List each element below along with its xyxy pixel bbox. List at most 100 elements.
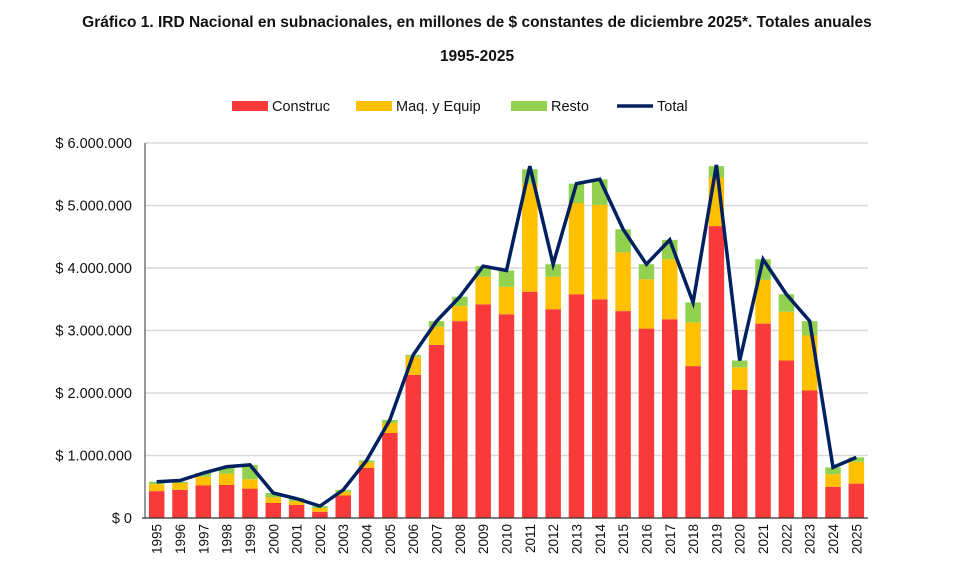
bar-maq-y-equip-2009 <box>475 276 491 305</box>
bar-resto-2024 <box>825 467 841 475</box>
x-tick-label: 2024 <box>826 524 841 555</box>
x-tick-label: 2019 <box>709 524 724 554</box>
chart-subtitle: 1995-2025 <box>439 48 515 65</box>
bar-maq-y-equip-2017 <box>662 259 678 320</box>
x-tick-label: 2015 <box>616 524 631 554</box>
x-tick-label: 2025 <box>849 524 864 554</box>
x-tick-label: 2009 <box>476 524 491 554</box>
bar-maq-y-equip-2011 <box>522 183 538 292</box>
bar-construc-2016 <box>638 328 655 518</box>
y-tick-label: $ 6.000.000 <box>55 136 132 152</box>
x-tick-label: 1999 <box>243 524 258 554</box>
bar-construc-2000 <box>265 503 282 518</box>
bar-construc-1995 <box>148 491 165 518</box>
bar-construc-2021 <box>755 323 771 518</box>
bar-construc-2013 <box>568 294 585 518</box>
bar-maq-y-equip-2005 <box>382 423 398 433</box>
bar-construc-2015 <box>615 311 631 518</box>
x-tick-label: 2005 <box>383 524 398 554</box>
x-tick-label: 2004 <box>360 524 375 555</box>
legend-swatch-0 <box>232 101 268 111</box>
bar-construc-2009 <box>475 304 491 518</box>
bar-construc-2023 <box>801 390 818 518</box>
bar-construc-1998 <box>218 484 235 518</box>
bar-construc-2010 <box>498 314 515 518</box>
x-tick-label: 2007 <box>430 524 445 554</box>
bar-maq-y-equip-2021 <box>755 279 771 324</box>
x-tick-label: 2006 <box>406 524 421 554</box>
bar-resto-1998 <box>218 468 235 474</box>
y-tick-label: $ 0 <box>112 511 132 527</box>
bar-maq-y-equip-2013 <box>568 203 585 295</box>
y-tick-label: $ 3.000.000 <box>55 324 132 340</box>
bar-maq-y-equip-1999 <box>242 479 258 489</box>
bar-resto-1995 <box>148 481 165 485</box>
bar-maq-y-equip-2016 <box>638 279 655 329</box>
x-tick-label: 2002 <box>313 524 328 554</box>
bar-construc-2006 <box>405 374 421 518</box>
bar-construc-2011 <box>522 291 538 518</box>
bar-resto-2015 <box>615 229 631 253</box>
bar-maq-y-equip-2008 <box>452 306 468 322</box>
bar-resto-2010 <box>498 270 515 287</box>
bar-construc-2003 <box>335 495 351 518</box>
bar-resto-1996 <box>172 481 188 483</box>
bar-resto-1997 <box>195 473 212 477</box>
legend-swatch-1 <box>356 101 392 111</box>
bar-construc-2018 <box>685 366 701 518</box>
bar-maq-y-equip-2004 <box>358 462 375 468</box>
bar-resto-2000 <box>265 493 282 498</box>
bar-resto-2008 <box>452 296 468 307</box>
legend-label: Resto <box>551 99 589 115</box>
legend-label: Maq. y Equip <box>396 99 481 115</box>
bar-maq-y-equip-2000 <box>265 497 282 503</box>
x-tick-label: 2022 <box>779 524 794 554</box>
bar-construc-2019 <box>708 226 725 518</box>
x-tick-label: 2018 <box>686 524 701 554</box>
bar-construc-1997 <box>195 485 212 518</box>
bar-maq-y-equip-2025 <box>848 461 865 484</box>
bar-maq-y-equip-2015 <box>615 252 631 312</box>
bar-construc-2022 <box>778 360 795 518</box>
bar-construc-2008 <box>452 321 468 518</box>
bar-maq-y-equip-2002 <box>312 508 328 512</box>
bar-maq-y-equip-2024 <box>825 474 841 487</box>
x-tick-label: 2017 <box>663 524 678 554</box>
bar-construc-2014 <box>592 299 608 518</box>
bar-construc-2012 <box>545 309 561 518</box>
bar-maq-y-equip-2014 <box>592 204 608 300</box>
x-tick-label: 2021 <box>756 524 771 554</box>
bar-construc-2017 <box>662 319 678 518</box>
y-tick-label: $ 4.000.000 <box>55 261 132 277</box>
y-tick-label: $ 1.000.000 <box>55 449 132 465</box>
x-tick-label: 2023 <box>803 524 818 554</box>
x-tick-label: 1996 <box>173 524 188 554</box>
x-tick-label: 2000 <box>266 524 281 554</box>
bar-maq-y-equip-1997 <box>195 476 212 486</box>
bar-construc-2002 <box>312 511 328 518</box>
bar-maq-y-equip-2018 <box>685 322 701 367</box>
bar-maq-y-equip-2020 <box>731 367 748 390</box>
bar-resto-2009 <box>475 266 491 277</box>
chart-title: Gráfico 1. IRD Nacional en subnacionales… <box>82 14 872 31</box>
bar-construc-2020 <box>731 389 748 518</box>
x-tick-label: 2008 <box>453 524 468 554</box>
x-tick-label: 2012 <box>546 524 561 554</box>
x-tick-label: 1995 <box>150 524 165 554</box>
x-tick-label: 2003 <box>336 524 351 554</box>
x-tick-label: 2011 <box>523 524 538 553</box>
x-tick-label: 1997 <box>196 524 211 554</box>
bar-maq-y-equip-2001 <box>288 501 305 505</box>
bar-construc-2005 <box>382 433 398 518</box>
bar-resto-2016 <box>638 264 655 280</box>
bar-maq-y-equip-1995 <box>148 484 165 492</box>
y-tick-label: $ 5.000.000 <box>55 199 132 215</box>
bar-maq-y-equip-1998 <box>218 473 235 485</box>
bar-maq-y-equip-2007 <box>428 326 445 345</box>
bar-construc-2004 <box>358 468 375 518</box>
bar-construc-2024 <box>825 486 841 518</box>
bar-maq-y-equip-2022 <box>778 311 795 361</box>
bar-resto-2020 <box>731 360 748 368</box>
x-tick-label: 2020 <box>733 524 748 554</box>
